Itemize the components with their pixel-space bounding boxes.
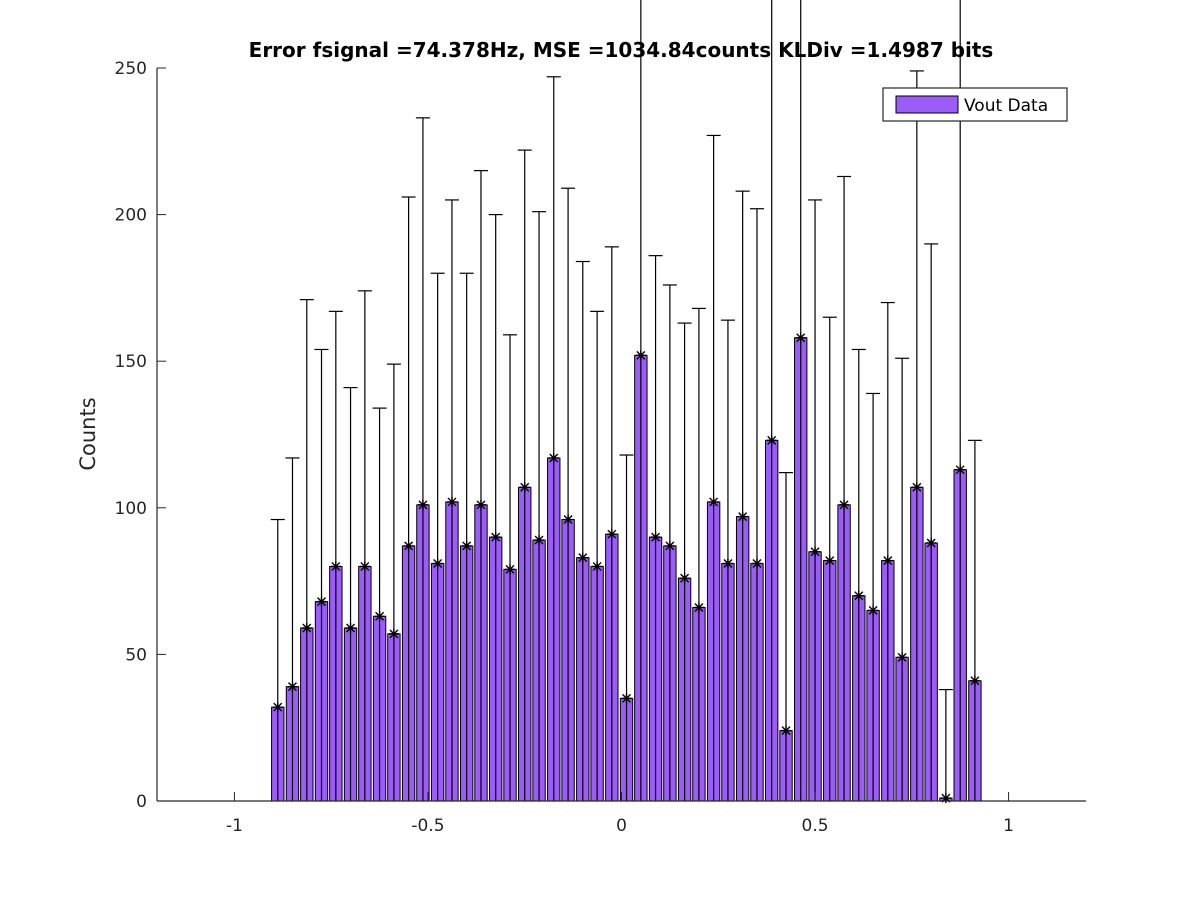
marker-9 <box>403 540 414 551</box>
marker-41 <box>868 605 879 616</box>
marker-40 <box>853 590 864 601</box>
marker-11 <box>432 558 443 569</box>
marker-2 <box>301 623 312 634</box>
marker-45 <box>926 537 937 548</box>
marker-16 <box>505 564 516 575</box>
y-tick-label-2: 100 <box>115 499 147 519</box>
marker-25 <box>635 350 646 361</box>
marker-19 <box>548 452 559 463</box>
marker-30 <box>708 496 719 507</box>
errorbars-layer <box>270 0 982 801</box>
marker-7 <box>374 611 385 622</box>
marker-15 <box>490 532 501 543</box>
x-tick-label-3: 0.5 <box>802 816 829 836</box>
y-tick-label-1: 50 <box>125 645 147 665</box>
x-tick-label-1: -0.5 <box>411 816 444 836</box>
legend-entry-vout-data: Vout Data <box>964 96 1048 116</box>
y-tick-label-3: 150 <box>115 352 147 372</box>
marker-39 <box>839 499 850 510</box>
marker-18 <box>534 535 545 546</box>
marker-31 <box>722 558 733 569</box>
marker-12 <box>446 496 457 507</box>
marker-10 <box>417 499 428 510</box>
marker-43 <box>897 652 908 663</box>
marker-0 <box>272 702 283 713</box>
legend-box <box>882 87 1068 122</box>
marker-24 <box>621 693 632 704</box>
y-tick-label-5: 250 <box>115 59 147 79</box>
marker-17 <box>519 482 530 493</box>
marker-22 <box>592 561 603 572</box>
marker-3 <box>316 596 327 607</box>
marker-38 <box>824 555 835 566</box>
marker-48 <box>969 675 980 686</box>
marker-29 <box>693 602 704 613</box>
y-tick-label-4: 200 <box>115 206 147 226</box>
y-axis-label: Counts <box>76 397 100 470</box>
marker-26 <box>650 532 661 543</box>
marker-36 <box>795 332 806 343</box>
marker-8 <box>388 628 399 639</box>
marker-6 <box>359 561 370 572</box>
marker-4 <box>330 561 341 572</box>
marker-34 <box>766 435 777 446</box>
legend-swatch <box>895 95 959 114</box>
x-tick-label-4: 1 <box>1003 816 1014 836</box>
legend: Vout Data <box>882 87 1068 122</box>
marker-47 <box>955 464 966 475</box>
chart-title: Error fsignal =74.378Hz, MSE =1034.84cou… <box>249 38 994 62</box>
marker-27 <box>664 540 675 551</box>
marker-32 <box>737 511 748 522</box>
x-tick-label-2: 0 <box>616 816 627 836</box>
marker-28 <box>679 573 690 584</box>
marker-1 <box>287 681 298 692</box>
marker-13 <box>461 540 472 551</box>
marker-21 <box>577 552 588 563</box>
marker-14 <box>475 499 486 510</box>
y-tick-label-0: 0 <box>136 792 147 812</box>
marker-33 <box>751 558 762 569</box>
axes: -1 -0.5 0 0.5 1 0 50 100 150 200 250 <box>115 59 1086 836</box>
marker-46 <box>940 793 951 804</box>
marker-42 <box>882 555 893 566</box>
marker-5 <box>345 623 356 634</box>
marker-20 <box>563 514 574 525</box>
markers-layer <box>272 332 980 804</box>
marker-44 <box>911 482 922 493</box>
marker-35 <box>781 725 792 736</box>
marker-37 <box>810 546 821 557</box>
x-tick-label-0: -1 <box>226 816 243 836</box>
marker-23 <box>606 529 617 540</box>
